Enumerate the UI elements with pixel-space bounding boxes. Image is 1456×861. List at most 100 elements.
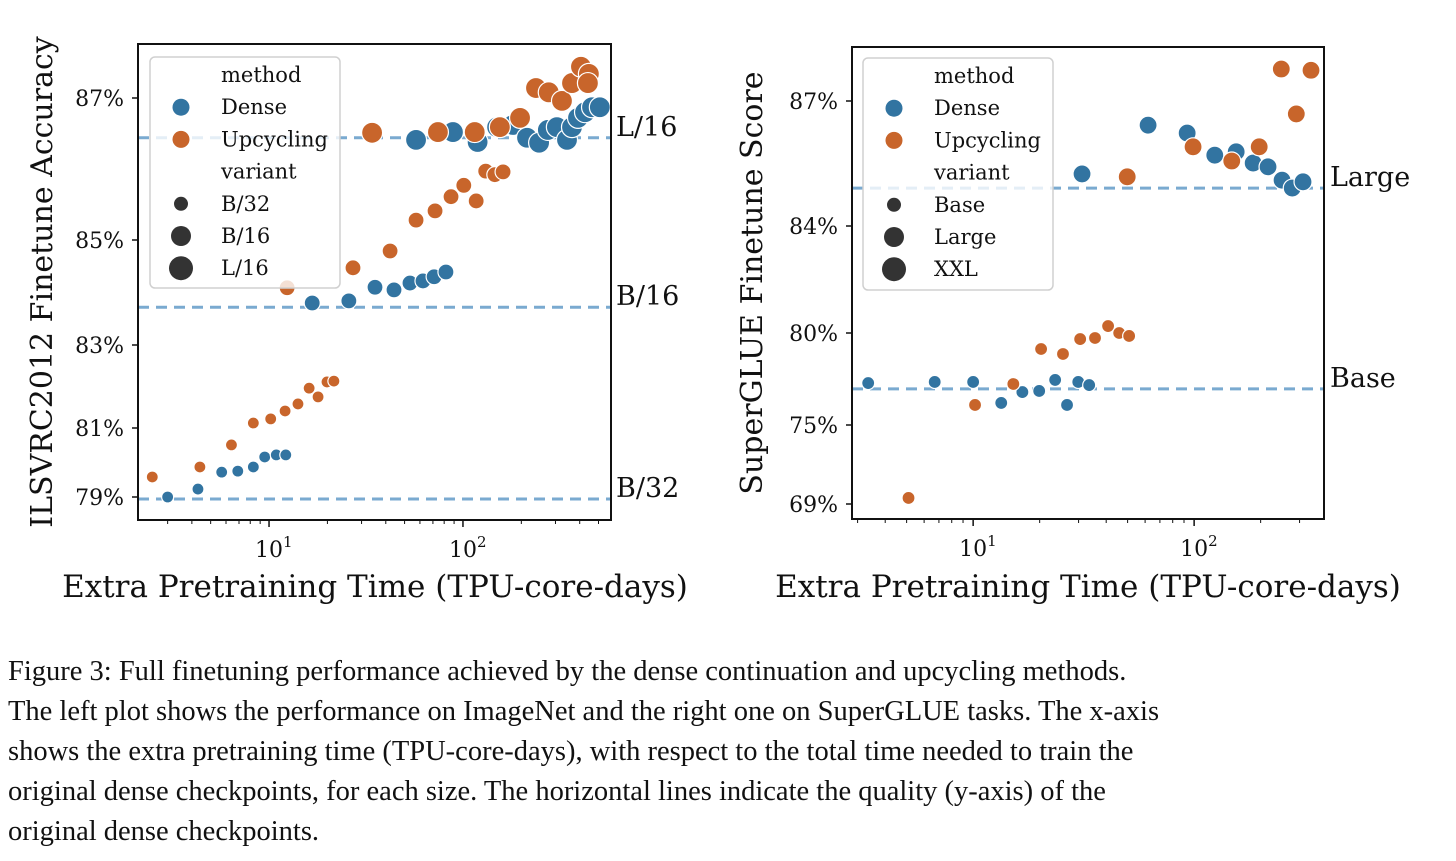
- legend-label: B/16: [221, 224, 270, 248]
- data-point-upcycling: [967, 397, 983, 413]
- x-tick-base: 10: [449, 538, 477, 563]
- x-tick-exp: 1: [283, 533, 293, 551]
- baseline-label: L/16: [616, 112, 677, 143]
- legend-box: [862, 57, 1054, 291]
- data-point-upcycling: [1073, 331, 1088, 347]
- data-point-dense: [994, 395, 1009, 411]
- legend-label: Dense: [221, 95, 287, 119]
- data-point-dense: [215, 465, 229, 479]
- data-point-dense: [588, 96, 611, 119]
- data-point-upcycling: [463, 120, 486, 144]
- data-point-upcycling: [508, 106, 532, 129]
- legend-label: Dense: [934, 96, 1000, 120]
- data-point-dense: [1138, 115, 1158, 135]
- data-point-upcycling: [488, 116, 511, 139]
- data-point-dense: [1015, 384, 1030, 400]
- data-point-upcycling: [1006, 376, 1021, 392]
- y-tick-label: 80%: [789, 322, 838, 347]
- data-point-dense: [340, 292, 358, 310]
- data-point-upcycling: [467, 192, 485, 210]
- data-point-dense: [861, 375, 876, 391]
- data-point-upcycling: [224, 438, 239, 452]
- x-tick-base: 10: [959, 537, 987, 562]
- baseline-label: Large: [1330, 162, 1410, 193]
- data-point-dense: [404, 128, 428, 151]
- data-point-dense: [1258, 157, 1278, 177]
- x-axis-label: Extra Pretraining Time (TPU-core-days): [62, 569, 688, 605]
- x-tick-label: 101: [959, 532, 997, 562]
- y-tick-label: 79%: [75, 486, 124, 511]
- x-tick-base: 10: [255, 538, 283, 563]
- data-point-upcycling: [302, 381, 316, 395]
- data-point-dense: [246, 460, 260, 474]
- data-point-upcycling: [1033, 341, 1049, 357]
- data-point-dense: [927, 374, 942, 390]
- data-point-upcycling: [550, 89, 574, 112]
- data-point-upcycling: [455, 176, 473, 194]
- data-point-dense: [1059, 397, 1075, 413]
- legend-label: Upcycling: [221, 127, 328, 151]
- data-point-dense: [1082, 377, 1097, 393]
- y-tick-label: 69%: [789, 493, 838, 518]
- data-point-upcycling: [1122, 328, 1137, 344]
- y-tick-label: 75%: [789, 414, 838, 439]
- legend-label: B/32: [221, 192, 270, 216]
- data-point-upcycling: [494, 163, 512, 181]
- data-point-upcycling: [1183, 137, 1203, 157]
- caption-line: original dense checkpoints, for each siz…: [8, 776, 1106, 807]
- legend-marker-size: [884, 227, 904, 247]
- data-point-upcycling: [311, 390, 325, 404]
- data-point-dense: [1205, 145, 1225, 165]
- legend-label: Base: [934, 193, 985, 217]
- legend-marker-dense: [172, 98, 190, 116]
- data-point-upcycling: [1271, 59, 1291, 79]
- legend-title: method: [934, 64, 1014, 88]
- data-point-dense: [1293, 172, 1313, 192]
- data-point-dense: [161, 490, 175, 504]
- baseline-label: Base: [1330, 363, 1396, 394]
- data-point-upcycling: [291, 397, 305, 411]
- caption-line: shows the extra pretraining time (TPU-co…: [8, 736, 1134, 767]
- data-point-dense: [437, 263, 455, 281]
- data-point-upcycling: [1117, 167, 1137, 187]
- data-point-dense: [279, 448, 293, 462]
- legend-marker-upcycling: [885, 131, 903, 149]
- data-point-upcycling: [193, 460, 207, 474]
- x-tick-exp: 2: [477, 533, 487, 551]
- legend-title: method: [221, 63, 301, 87]
- figure-caption: Figure 3: Full finetuning performance ac…: [8, 652, 1456, 852]
- caption-line: original dense checkpoints.: [8, 816, 320, 847]
- legend: method Dense Upcycling variant Base Large XXL: [862, 57, 1054, 291]
- y-axis-label: SuperGLUE Finetune Score: [735, 71, 770, 494]
- y-tick-label: 87%: [75, 87, 124, 112]
- legend-label: Large: [934, 225, 996, 249]
- data-point-upcycling: [1249, 137, 1269, 157]
- legend-marker-size: [887, 197, 901, 212]
- legend-marker-upcycling: [172, 130, 190, 148]
- legend-marker-size: [174, 196, 188, 211]
- caption-line: Figure 3: Full finetuning performance ac…: [8, 656, 1127, 687]
- x-tick-label: 102: [449, 533, 487, 563]
- data-point-upcycling: [1222, 151, 1242, 171]
- data-point-dense: [366, 278, 384, 296]
- data-point-upcycling: [360, 121, 384, 144]
- legend-marker-dense: [885, 99, 903, 117]
- legend-marker-size: [171, 226, 191, 246]
- legend-marker-size: [882, 257, 906, 282]
- legend-box: [149, 56, 341, 289]
- legend-label: L/16: [221, 256, 269, 280]
- data-point-upcycling: [426, 120, 450, 144]
- data-point-dense: [191, 482, 205, 496]
- baseline-label: B/16: [616, 281, 679, 312]
- plot-frame: [851, 46, 1325, 520]
- data-point-dense: [258, 450, 272, 464]
- y-tick-label: 87%: [789, 90, 838, 115]
- data-point-upcycling: [1087, 330, 1103, 346]
- data-point-upcycling: [407, 211, 425, 229]
- data-point-upcycling: [381, 242, 399, 260]
- data-point-dense: [1048, 372, 1063, 388]
- legend: method Dense Upcycling variant B/32 B/16 L/16: [149, 56, 341, 289]
- legend-label: Upcycling: [934, 128, 1041, 152]
- data-point-upcycling: [576, 71, 600, 95]
